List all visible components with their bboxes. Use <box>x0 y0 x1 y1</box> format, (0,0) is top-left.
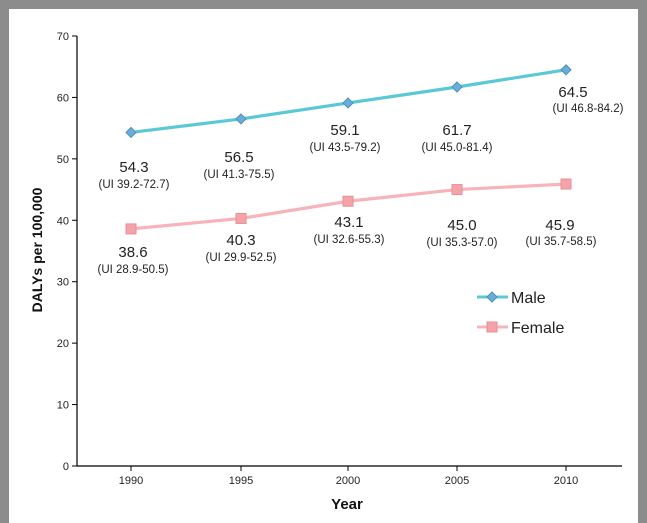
male-value-label: 64.5 <box>558 84 587 101</box>
male-value-label: 59.1 <box>330 122 359 139</box>
axes: 0 10 20 30 40 50 60 70 1990 1995 2000 2005 2010 <box>57 31 622 487</box>
male-point-marker <box>342 97 354 109</box>
x-tick-label: 2000 <box>336 475 360 487</box>
female-uncertainty-label: (UI 29.9-52.5) <box>206 252 277 264</box>
male-legend-label: Male <box>511 290 546 307</box>
legend: Male Female <box>477 290 564 337</box>
x-axis-label: Year <box>331 496 363 513</box>
female-point-marker <box>125 223 137 235</box>
male-uncertainty-label: (UI 43.5-79.2) <box>310 142 381 154</box>
male-value-label: 54.3 <box>119 159 148 176</box>
series-layer <box>125 64 572 235</box>
male-uncertainty-label: (UI 45.0-81.4) <box>422 142 493 154</box>
x-tick-label: 1995 <box>229 475 253 487</box>
female-value-label: 43.1 <box>334 214 363 231</box>
x-tick-label: 1990 <box>119 475 143 487</box>
x-tick-label: 2005 <box>445 475 469 487</box>
male-value-label: 56.5 <box>224 149 253 166</box>
female-uncertainty-label: (UI 28.9-50.5) <box>98 264 169 276</box>
female-legend-marker <box>486 321 498 333</box>
y-axis-label: DALYs per 100,000 <box>29 187 45 312</box>
data-labels: 54.3 (UI 39.2-72.7) 56.5 (UI 41.3-75.5) 59.1… <box>98 84 624 276</box>
female-legend-label: Female <box>511 320 564 337</box>
y-tick-label: 10 <box>57 400 69 412</box>
y-tick-label: 70 <box>57 31 69 43</box>
female-uncertainty-label: (UI 32.6-55.3) <box>314 234 385 246</box>
y-tick-label: 20 <box>57 338 69 350</box>
male-point-marker <box>125 126 137 139</box>
female-value-label: 45.9 <box>545 217 574 234</box>
female-point-marker <box>342 195 354 207</box>
female-value-label: 38.6 <box>118 244 147 261</box>
female-point-marker <box>451 184 463 196</box>
female-point-marker <box>235 212 247 224</box>
male-point-marker <box>451 81 463 93</box>
y-tick-label: 0 <box>63 461 69 473</box>
female-point-marker <box>560 178 572 190</box>
male-uncertainty-label: (UI 39.2-72.7) <box>99 179 170 191</box>
y-tick-label: 60 <box>57 92 69 104</box>
female-value-label: 45.0 <box>447 217 476 234</box>
male-point-marker <box>560 64 572 76</box>
male-value-label: 61.7 <box>442 122 471 139</box>
female-uncertainty-label: (UI 35.7-58.5) <box>526 236 597 248</box>
female-uncertainty-label: (UI 35.3-57.0) <box>427 237 498 249</box>
y-tick-label: 50 <box>57 154 69 166</box>
female-value-label: 40.3 <box>226 232 255 249</box>
male-legend-marker <box>486 291 498 303</box>
y-tick-label: 30 <box>57 277 69 289</box>
male-point-marker <box>235 113 247 125</box>
x-tick-label: 2010 <box>554 475 578 487</box>
male-uncertainty-label: (UI 41.3-75.5) <box>204 169 275 181</box>
male-uncertainty-label: (UI 46.8-84.2) <box>553 103 624 115</box>
y-tick-label: 40 <box>57 215 69 227</box>
